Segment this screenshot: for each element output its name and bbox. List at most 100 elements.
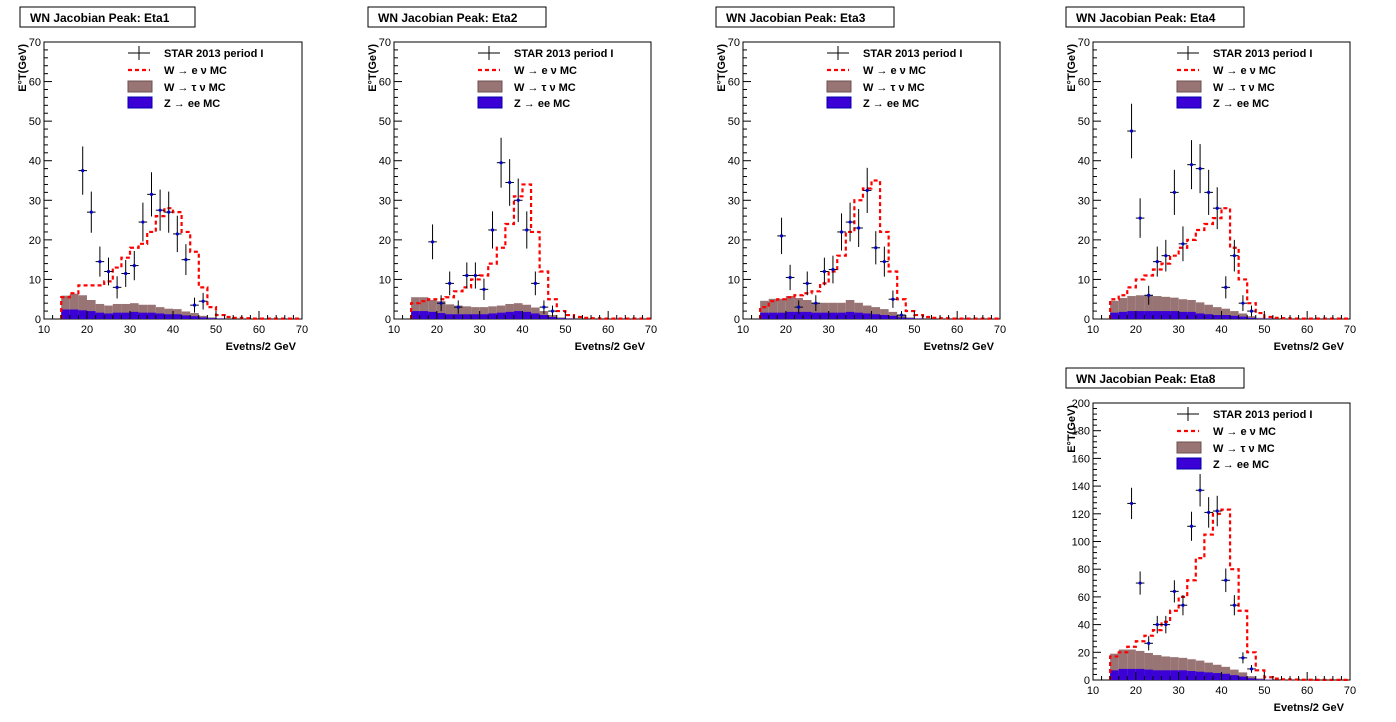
- data-marker: [167, 210, 171, 214]
- zee-bar: [130, 311, 139, 319]
- y-axis-label: E°T(GeV): [17, 44, 29, 92]
- x-tick-label: 10: [737, 324, 749, 336]
- wtau-bar: [190, 313, 199, 319]
- data-point: [428, 224, 437, 260]
- x-axis-label: Evetns/2 GeV: [1274, 341, 1345, 353]
- x-tick-label: 20: [81, 324, 93, 336]
- data-marker: [499, 161, 503, 165]
- y-tick-label: 40: [728, 156, 740, 168]
- y-tick-label: 20: [379, 235, 391, 247]
- y-tick-label: 0: [385, 314, 391, 326]
- data-marker: [430, 240, 435, 244]
- data-point: [164, 191, 173, 233]
- data-marker: [490, 228, 495, 232]
- y-tick-label: 60: [379, 77, 391, 89]
- data-marker: [1172, 190, 1176, 194]
- y-tick-label: 100: [1072, 537, 1090, 549]
- legend-label: W → τ ν MC: [1213, 82, 1275, 94]
- data-point: [1230, 595, 1239, 616]
- data-point: [1135, 571, 1145, 595]
- zee-bar: [794, 311, 803, 319]
- wtau-bar: [138, 304, 148, 319]
- wtau-bar: [1135, 650, 1145, 680]
- x-tick-label: 60: [602, 324, 614, 336]
- y-tick-label: 50: [1078, 116, 1090, 128]
- data-marker: [1147, 641, 1151, 645]
- zee-bar: [1178, 311, 1188, 319]
- zee-bar: [1212, 673, 1222, 680]
- zee-bar: [181, 315, 191, 319]
- data-marker: [98, 260, 102, 264]
- data-marker: [1232, 603, 1236, 607]
- data-point: [1247, 305, 1256, 317]
- data-point: [1152, 246, 1162, 277]
- wtau-bar: [1230, 311, 1239, 319]
- wtau-bar: [173, 309, 182, 319]
- data-point: [794, 300, 803, 314]
- zee-bar: [828, 312, 838, 319]
- data-point: [147, 172, 156, 217]
- zee-bar: [811, 312, 821, 319]
- zee-bar: [1230, 315, 1239, 319]
- data-marker: [1224, 578, 1228, 582]
- legend-label: STAR 2013 period I: [164, 48, 263, 60]
- y-tick-label: 30: [379, 195, 391, 207]
- wtau-bar: [1247, 676, 1256, 680]
- y-tick-label: 70: [29, 37, 41, 49]
- wtau-bar: [1187, 300, 1196, 319]
- y-tick-label: 50: [728, 116, 740, 128]
- zee-bar: [1221, 673, 1231, 680]
- legend: STAR 2013 period I W → e ν MC W → τ ν MC Z …: [127, 46, 263, 110]
- legend-zee-symbol: [826, 96, 852, 109]
- wtau-bar: [112, 303, 122, 319]
- wtau-bar: [488, 306, 497, 319]
- data-marker: [525, 228, 529, 232]
- data-marker: [175, 232, 179, 236]
- x-tick-label: 70: [645, 324, 657, 336]
- zee-bar: [1170, 670, 1179, 680]
- wtau-bar: [1178, 657, 1188, 680]
- zee-bar: [462, 314, 472, 319]
- y-tick-label: 10: [728, 274, 740, 286]
- data-marker: [149, 192, 154, 196]
- data-marker: [1224, 285, 1228, 289]
- data-point: [1238, 295, 1248, 312]
- data-point: [837, 213, 846, 251]
- data-marker: [1241, 301, 1245, 305]
- data-point: [1195, 144, 1205, 194]
- zee-bar: [69, 309, 79, 319]
- zee-bar: [471, 314, 480, 319]
- data-marker: [124, 271, 128, 276]
- y-tick-label: 60: [1078, 77, 1090, 89]
- data-marker: [1189, 163, 1194, 167]
- data-point: [78, 146, 87, 195]
- zee-bar: [1152, 670, 1162, 680]
- data-marker: [508, 180, 512, 185]
- chart-title: WN Jacobian Peak: Eta3: [726, 11, 866, 25]
- wtau-bar: [854, 302, 863, 319]
- data-marker: [456, 305, 460, 309]
- legend-label: Z → ee MC: [1213, 459, 1269, 471]
- legend-wtau-symbol: [127, 80, 153, 93]
- wtau-bar: [1152, 655, 1162, 680]
- y-tick-label: 200: [1072, 398, 1090, 410]
- wtau-bar: [104, 305, 113, 319]
- x-tick-label: 50: [1258, 685, 1270, 697]
- zee-bar: [112, 312, 122, 319]
- data-point: [1161, 615, 1171, 634]
- wtau-bar: [1238, 313, 1248, 319]
- data-point: [802, 271, 812, 296]
- y-tick-label: 70: [1078, 37, 1090, 49]
- wtau-bar: [1255, 317, 1265, 319]
- data-point: [462, 262, 472, 289]
- zee-bar: [1135, 311, 1145, 319]
- data-point: [436, 295, 446, 312]
- data-point: [820, 257, 829, 286]
- data-marker: [192, 303, 197, 307]
- wtau-bar: [1144, 295, 1153, 319]
- zee-bar: [1255, 679, 1265, 680]
- legend-zee-symbol: [477, 96, 503, 109]
- zee-bar: [1170, 311, 1179, 319]
- wtau-bar: [1204, 304, 1213, 319]
